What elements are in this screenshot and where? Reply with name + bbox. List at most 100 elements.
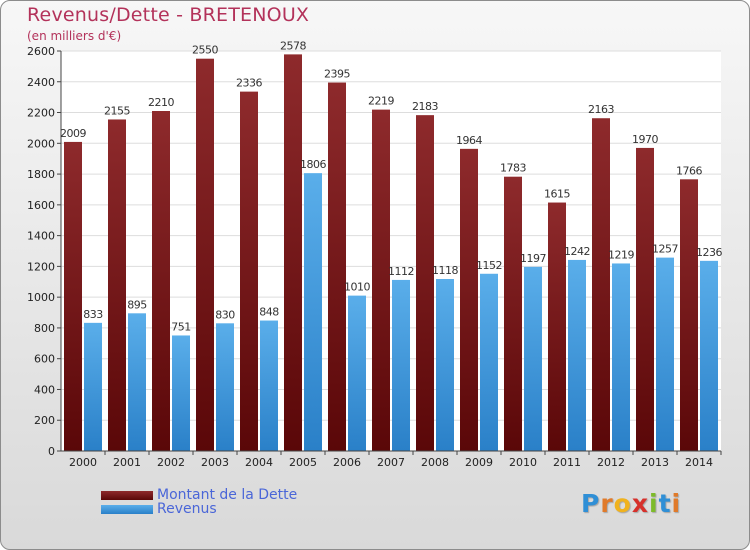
x-tick-label: 2006 (333, 456, 361, 469)
legend-item-debt: Montant de la Dette (101, 487, 297, 503)
y-tick-label: 200 (34, 414, 55, 427)
data-label-debt: 1615 (544, 188, 570, 201)
bar-revenue (348, 295, 366, 451)
data-label-revenue: 1257 (652, 243, 678, 256)
data-label-debt: 2163 (588, 103, 614, 116)
x-tick-label: 2009 (465, 456, 493, 469)
y-tick-label: 2400 (27, 76, 55, 89)
bar-revenue (568, 259, 586, 451)
bar-debt (460, 148, 478, 451)
data-label-revenue: 1806 (300, 158, 326, 171)
data-label-debt: 2578 (280, 39, 306, 52)
bar-debt (108, 119, 126, 451)
bar-revenue (260, 320, 278, 451)
bar-revenue (480, 273, 498, 451)
data-label-debt: 2183 (412, 100, 438, 113)
data-label-revenue: 1219 (608, 248, 634, 261)
chart-title: Revenus/Dette - BRETENOUX (27, 4, 310, 26)
logo-letter: r (600, 489, 614, 518)
data-label-revenue: 1242 (564, 245, 590, 258)
y-tick-label: 2200 (27, 107, 55, 120)
data-label-revenue: 1010 (344, 281, 370, 294)
data-label-debt: 1766 (676, 164, 702, 177)
bar-debt (64, 141, 82, 451)
bar-revenue (128, 313, 146, 451)
logo-letter: i (649, 489, 659, 518)
bar-revenue (392, 279, 410, 451)
legend-swatch-revenue (101, 504, 153, 514)
logo-letter: i (671, 489, 682, 518)
legend-item-revenue: Revenus (101, 501, 217, 517)
data-label-debt: 2550 (192, 44, 218, 57)
bar-debt (152, 111, 170, 451)
bar-debt (372, 109, 390, 451)
bar-revenue (656, 257, 674, 451)
bar-debt (284, 54, 302, 452)
y-tick-label: 1600 (27, 199, 55, 212)
bar-debt (636, 147, 654, 451)
data-label-debt: 2219 (368, 95, 394, 108)
logo-letter: t (658, 489, 672, 518)
data-label-debt: 2210 (148, 96, 174, 109)
y-tick-label: 400 (34, 383, 55, 396)
bar-debt (680, 179, 698, 452)
plot-area (61, 51, 721, 451)
bar-revenue (436, 279, 454, 451)
x-tick-label: 2007 (377, 456, 405, 469)
bar-debt (240, 91, 258, 451)
data-label-debt: 2336 (236, 77, 262, 90)
legend-label-debt: Montant de la Dette (157, 487, 298, 503)
data-label-revenue: 1152 (476, 259, 502, 272)
y-tick-label: 2000 (27, 137, 55, 150)
x-tick-label: 2000 (69, 456, 97, 469)
data-label-revenue: 1118 (432, 264, 458, 277)
data-label-revenue: 1197 (520, 252, 546, 265)
y-tick-label: 1000 (27, 291, 55, 304)
y-tick-label: 0 (48, 445, 55, 458)
bar-revenue (612, 263, 630, 451)
data-label-debt: 1964 (456, 134, 482, 147)
data-label-revenue: 830 (215, 308, 235, 321)
bar-debt (548, 202, 566, 451)
bar-revenue (304, 173, 322, 451)
y-tick-label: 2600 (27, 45, 55, 58)
x-tick-label: 2010 (509, 456, 537, 469)
bar-debt (592, 118, 610, 451)
x-tick-label: 2002 (157, 456, 185, 469)
logo-letter: x (631, 489, 649, 518)
y-tick-label: 600 (34, 353, 55, 366)
x-tick-label: 2005 (289, 456, 317, 469)
bar-revenue (700, 260, 718, 451)
data-label-debt: 2009 (60, 127, 86, 140)
logo-letter: P (581, 489, 601, 518)
data-label-debt: 1783 (500, 162, 526, 175)
data-label-revenue: 751 (171, 320, 191, 333)
data-label-revenue: 833 (83, 308, 103, 321)
proxiti-logo: Proxiti (581, 489, 681, 518)
y-tick-label: 1200 (27, 260, 55, 273)
legend-label-revenue: Revenus (157, 501, 217, 517)
x-tick-label: 2011 (553, 456, 581, 469)
x-tick-label: 2003 (201, 456, 229, 469)
data-label-revenue: 895 (127, 298, 147, 311)
y-tick-label: 1800 (27, 168, 55, 181)
x-tick-label: 2013 (641, 456, 669, 469)
chart-subtitle: (en milliers d'€) (27, 29, 122, 43)
y-tick-label: 800 (34, 322, 55, 335)
bar-revenue (84, 322, 102, 451)
data-label-revenue: 1236 (696, 246, 722, 259)
bar-revenue (172, 335, 190, 451)
data-label-debt: 2395 (324, 68, 350, 81)
bar-revenue (216, 323, 234, 451)
x-tick-label: 2008 (421, 456, 449, 469)
x-tick-label: 2004 (245, 456, 273, 469)
bar-debt (196, 58, 214, 451)
data-label-debt: 2155 (104, 104, 130, 117)
x-tick-label: 2014 (685, 456, 713, 469)
logo-letter: o (613, 489, 632, 518)
bar-debt (416, 115, 434, 452)
bar-debt (328, 82, 346, 452)
data-label-revenue: 848 (259, 306, 279, 319)
